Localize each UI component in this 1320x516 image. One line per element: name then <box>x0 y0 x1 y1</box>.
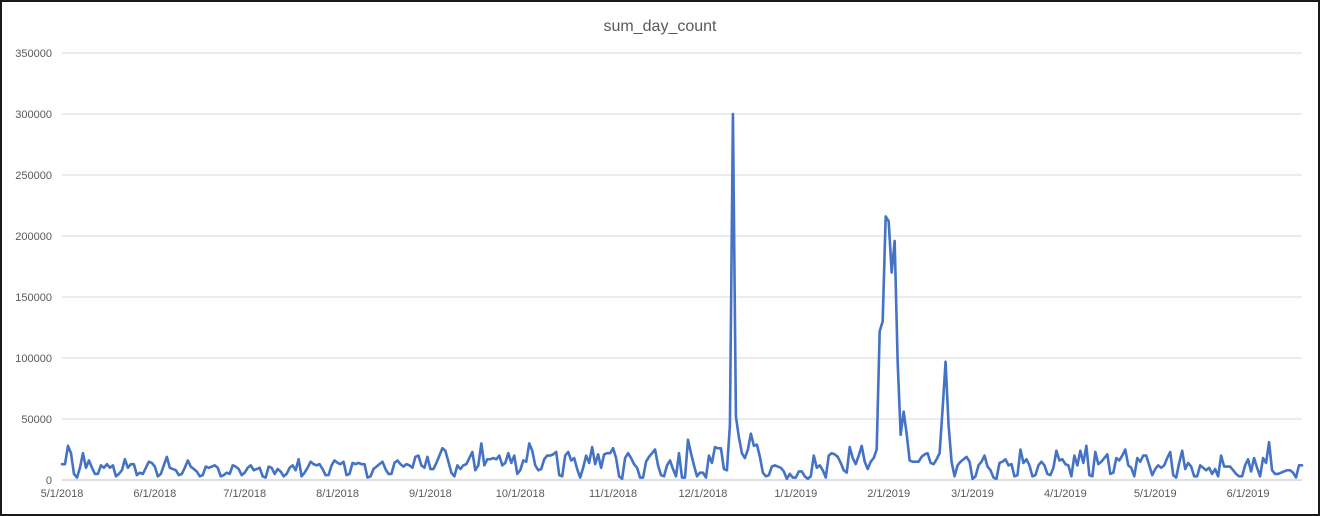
y-tick-label: 350000 <box>15 48 52 60</box>
x-tick-label: 2/1/2019 <box>867 488 910 500</box>
x-axis-ticks: 5/1/2018 6/1/2018 7/1/2018 8/1/2018 9/1/2018… <box>41 488 1270 500</box>
y-tick-label: 100000 <box>15 353 52 365</box>
x-tick-label: 6/1/2018 <box>133 488 176 500</box>
series-line <box>60 112 1304 481</box>
x-tick-label: 4/1/2019 <box>1044 488 1087 500</box>
gridlines <box>62 52 1302 481</box>
x-tick-label: 12/1/2018 <box>678 488 727 500</box>
y-tick-label: 200000 <box>15 231 52 243</box>
y-tick-label: 0 <box>46 475 52 487</box>
x-tick-label: 11/1/2018 <box>589 488 637 500</box>
chart-title: sum_day_count <box>603 18 717 35</box>
x-tick-label: 1/1/2019 <box>774 488 817 500</box>
y-tick-label: 250000 <box>15 170 52 182</box>
y-tick-label: 50000 <box>21 414 52 426</box>
y-axis-ticks: 0 50000 100000 150000 200000 250000 300000 3500… <box>15 48 52 487</box>
x-tick-label: 10/1/2018 <box>496 488 545 500</box>
x-tick-label: 5/1/2019 <box>1134 488 1177 500</box>
x-tick-label: 8/1/2018 <box>316 488 359 500</box>
series-group <box>60 112 1304 481</box>
x-tick-label: 6/1/2019 <box>1227 488 1270 500</box>
y-tick-label: 150000 <box>15 292 52 304</box>
y-tick-label: 300000 <box>15 109 52 121</box>
x-tick-label: 5/1/2018 <box>41 488 84 500</box>
x-tick-label: 7/1/2018 <box>223 488 266 500</box>
x-tick-label: 9/1/2018 <box>409 488 452 500</box>
x-tick-label: 3/1/2019 <box>951 488 994 500</box>
